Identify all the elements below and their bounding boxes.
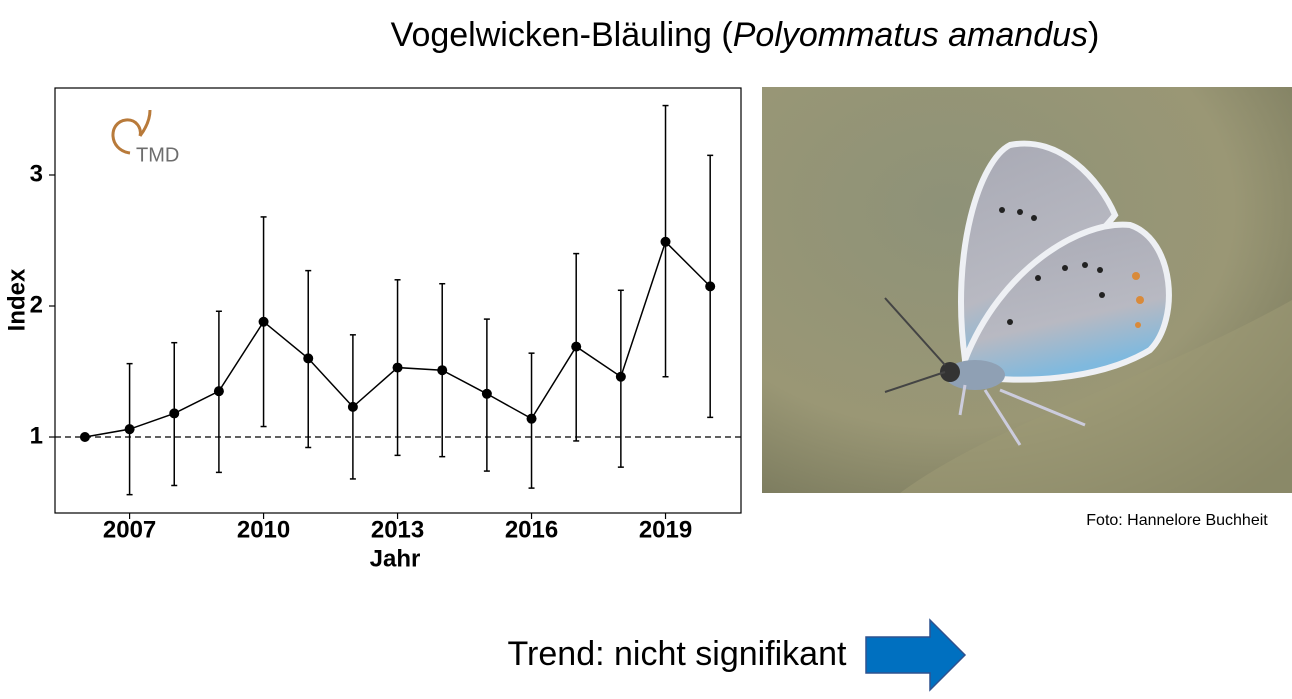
- point: [392, 362, 403, 373]
- point: [258, 316, 269, 327]
- point: [705, 281, 716, 292]
- slide-title: Vogelwicken-Bläuling (Polyommatus amandu…: [391, 16, 1100, 54]
- photo: [762, 87, 1292, 493]
- title-text: Vogelwicken-Bläuling (: [391, 16, 734, 54]
- point: [303, 353, 314, 364]
- x-tick-label: 2007: [103, 516, 156, 543]
- title-text: ): [1088, 16, 1099, 54]
- x-axis-label: Jahr: [370, 545, 421, 572]
- photo-credit: Foto: Hannelore Buchheit: [1086, 512, 1268, 529]
- x-tick-label: 2016: [505, 516, 558, 543]
- point: [347, 401, 358, 412]
- y-tick-label: 2: [30, 291, 43, 318]
- point: [79, 432, 90, 443]
- trend-arrow: [865, 618, 967, 692]
- y-tick-label: 3: [30, 160, 43, 187]
- x-tick-label: 2013: [371, 516, 424, 543]
- point: [213, 386, 224, 397]
- point: [169, 408, 180, 419]
- point: [437, 365, 448, 376]
- y-axis-label: Index: [3, 268, 30, 331]
- logo-text: TMD: [136, 144, 179, 166]
- plot: 1 2 3 2007 2010 2013 2016 2019: [30, 104, 741, 543]
- point: [660, 236, 671, 247]
- title-species: Polyommatus amandus: [733, 16, 1088, 54]
- point: [615, 371, 626, 382]
- x-tick-label: 2010: [237, 516, 290, 543]
- point: [481, 388, 492, 399]
- point: [124, 424, 135, 435]
- logo: TMD: [111, 109, 179, 166]
- point: [526, 413, 537, 424]
- y-tick-label: 1: [30, 422, 43, 449]
- point: [571, 341, 582, 352]
- x-tick-label: 2019: [639, 516, 692, 543]
- trend-text: Trend: nicht signifikant: [508, 635, 847, 673]
